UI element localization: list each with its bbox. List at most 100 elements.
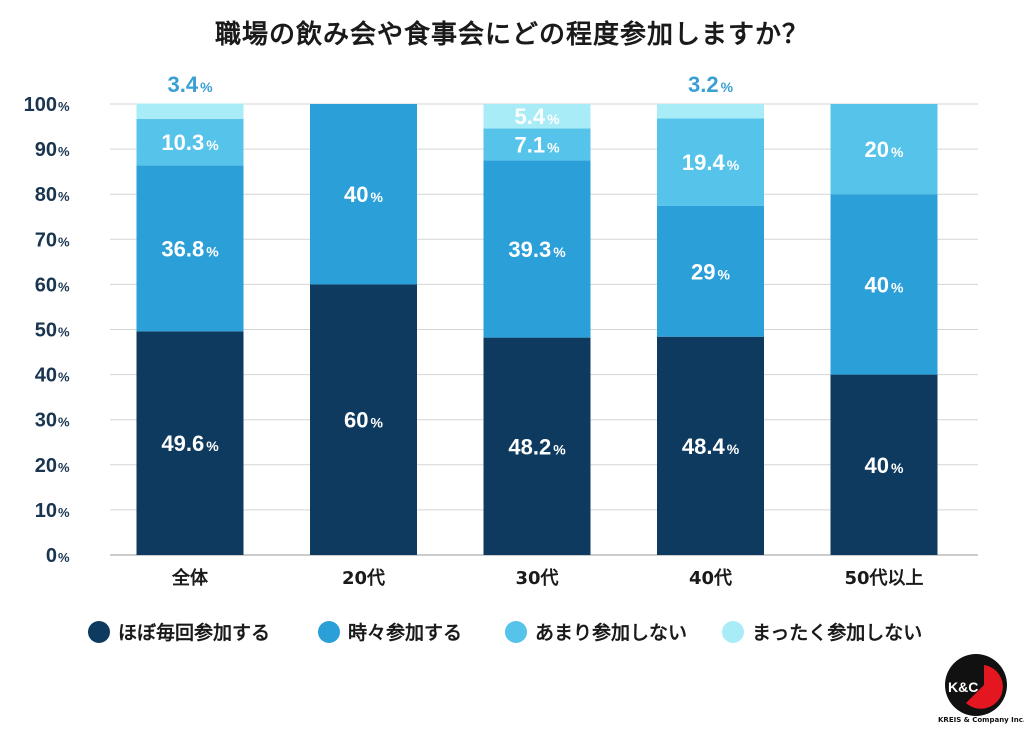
y-tick-label: 20 <box>35 455 57 477</box>
bar-segment <box>830 104 938 195</box>
bar-segment <box>136 103 244 119</box>
y-tick-unit: % <box>58 234 70 249</box>
y-tick-unit: % <box>58 189 70 204</box>
y-tick-unit: % <box>58 279 70 294</box>
x-tick-label: 40代 <box>689 568 732 589</box>
legend-item: あまり参加しない <box>505 618 687 645</box>
data-label-value: 40 <box>865 272 889 297</box>
y-tick-unit: % <box>58 325 70 340</box>
data-label-unit: % <box>891 144 904 160</box>
data-label-value: 40 <box>865 453 889 478</box>
legend-item: ほぼ毎回参加する <box>88 618 270 645</box>
data-label: 48.4% <box>682 434 740 459</box>
legend-label: ほぼ毎回参加する <box>118 622 271 644</box>
legend-item: まったく参加しない <box>722 618 922 645</box>
y-tick-unit: % <box>58 505 70 520</box>
x-tick-label: 全体 <box>171 567 209 589</box>
legend-swatch <box>88 620 110 643</box>
legend-swatch <box>505 620 527 643</box>
legend-swatch <box>318 620 340 643</box>
data-label: 3.2% <box>688 72 734 97</box>
y-tick-label: 30 <box>35 410 57 432</box>
y-tick-unit: % <box>58 415 70 430</box>
chart-title: 職場の飲み会や食事会にどの程度参加しますか？ <box>214 20 809 50</box>
bar-segment <box>136 118 244 166</box>
data-label-unit: % <box>727 441 740 457</box>
data-label: 3.4% <box>167 72 213 97</box>
data-label-unit: % <box>891 279 904 295</box>
y-tick-label: 90 <box>35 139 57 161</box>
bar-segment <box>657 118 764 206</box>
data-label: 7.1% <box>514 132 560 157</box>
legend-swatch <box>722 620 744 643</box>
bar-segment <box>310 284 417 555</box>
legend-label: あまり参加しない <box>535 622 688 644</box>
data-label: 29% <box>691 259 730 284</box>
bar-segment <box>657 205 764 337</box>
data-label-unit: % <box>891 460 904 476</box>
data-label-value: 20 <box>865 137 889 162</box>
legend: ほぼ毎回参加する 時々参加する あまり参加しない まったく参加しない <box>0 618 1024 652</box>
bar-segment <box>136 165 244 332</box>
data-label-value: 48.4 <box>682 434 726 459</box>
x-tick-label: 50代以上 <box>844 568 923 589</box>
x-tick-label: 30代 <box>515 568 558 589</box>
data-label-value: 3.2 <box>688 72 719 97</box>
data-label-value: 29 <box>691 259 715 284</box>
y-tick-label: 50 <box>35 320 57 342</box>
company-logo: K&C KREIS & Company Inc. <box>938 653 1024 729</box>
data-label: 40% <box>344 182 383 207</box>
data-label: 48.2% <box>508 434 566 459</box>
bar-segment <box>657 104 764 119</box>
data-label-value: 10.3 <box>161 130 204 155</box>
data-label-unit: % <box>718 266 731 282</box>
y-tick-unit: % <box>58 144 70 159</box>
y-tick-label: 10 <box>35 500 57 522</box>
y-tick-label: 0 <box>46 545 57 567</box>
y-tick-unit: % <box>58 370 70 385</box>
data-label-unit: % <box>200 79 213 95</box>
chart-svg: 0 %10 %20 %30 %40 %50 %60 %70 %80 %90 %100 %49.6 %36… <box>24 72 978 589</box>
data-label-unit: % <box>553 244 566 260</box>
logo-company-name: KREIS & Company Inc. <box>938 716 1024 724</box>
data-label: 60% <box>344 408 383 433</box>
data-label: 40% <box>865 272 904 297</box>
data-label-value: 3.4 <box>167 72 198 97</box>
legend-label: まったく参加しない <box>752 622 923 644</box>
logo-mark-text: K&C <box>948 679 979 695</box>
data-label-unit: % <box>371 415 384 431</box>
bar-segment <box>830 374 938 555</box>
data-label-value: 40 <box>344 182 368 207</box>
data-label-unit: % <box>553 441 566 457</box>
data-label: 36.8% <box>161 236 219 261</box>
data-label-value: 49.6 <box>161 431 204 456</box>
logo-mark-icon <box>945 654 1007 716</box>
y-tick-label: 100 <box>24 94 57 116</box>
bar-segment <box>483 128 591 161</box>
data-label-value: 36.8 <box>161 236 204 261</box>
data-label-unit: % <box>206 243 219 259</box>
data-label-value: 5.4 <box>514 104 545 129</box>
y-tick-unit: % <box>58 99 70 114</box>
y-tick-label: 70 <box>35 229 57 251</box>
data-label-value: 39.3 <box>508 237 551 262</box>
y-tick-label: 80 <box>35 184 57 206</box>
data-label-unit: % <box>727 157 740 173</box>
bar-segment <box>483 104 591 129</box>
bar-segment <box>830 194 938 375</box>
bar-segment <box>136 331 244 555</box>
x-tick-label: 20代 <box>342 568 385 589</box>
data-label: 20% <box>865 137 904 162</box>
data-label: 5.4% <box>514 104 560 129</box>
legend-label: 時々参加する <box>348 622 463 644</box>
data-label-value: 19.4 <box>682 150 726 175</box>
bar-segment <box>483 160 591 338</box>
data-label-value: 60 <box>344 408 368 433</box>
data-label-unit: % <box>721 79 734 95</box>
data-label: 39.3% <box>508 237 566 262</box>
data-label-unit: % <box>547 111 560 127</box>
data-label: 19.4% <box>682 150 740 175</box>
data-label-unit: % <box>547 139 560 155</box>
data-label: 10.3% <box>161 130 219 155</box>
data-label-unit: % <box>371 189 384 205</box>
